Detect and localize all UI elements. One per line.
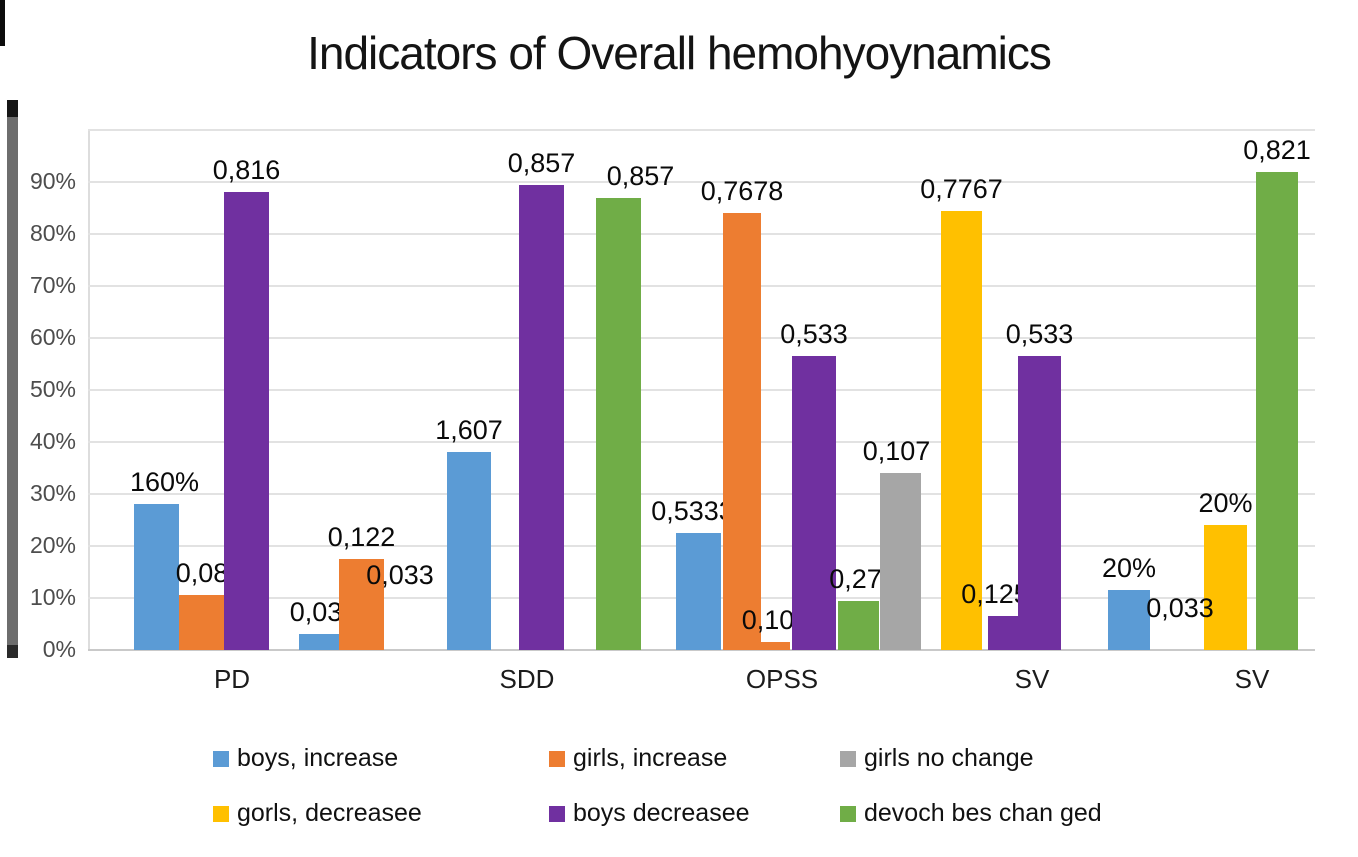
- legend-label-gray: girls no change: [864, 744, 1034, 772]
- bar-value-label-3: 0,0333: [289, 597, 373, 628]
- legend-swatch-blue: [213, 750, 229, 767]
- bar-opss-purple-11: [792, 356, 836, 650]
- bar-sv-gray-13: [880, 473, 921, 650]
- x-category-label-opss-2: OPSS: [745, 664, 819, 694]
- x-category-label-sv-3: SV: [1014, 664, 1050, 694]
- gridline-100: [88, 129, 1315, 131]
- legend-item-green: devoch bes chan ged: [840, 799, 1102, 828]
- legend-label-blue: boys, increase: [237, 744, 399, 772]
- legend-swatch-purple: [549, 805, 565, 822]
- bar-sdd-green-7: [596, 197, 641, 650]
- bar-sv-purple-16: [1018, 356, 1061, 650]
- legend-item-orange: girls, increase: [549, 744, 727, 773]
- x-axis-baseline: [88, 649, 1315, 651]
- gridline-60: [88, 337, 1315, 339]
- bar-value-label-6: 0,857: [507, 147, 576, 178]
- bar-value-label-15: 0,125: [961, 579, 1029, 610]
- floating-value-label-1: 0,033: [1146, 593, 1214, 623]
- gridline-50: [88, 389, 1315, 391]
- legend-swatch-orange: [549, 750, 565, 767]
- bar-sv-purple-15: [988, 616, 1018, 650]
- legend-item-purple: boys decreasee: [549, 799, 750, 828]
- x-category-label-sv-4: SV: [1234, 664, 1270, 694]
- y-tick-label-40: 40%: [29, 428, 76, 454]
- y-tick-label-10: 10%: [29, 584, 76, 610]
- bar-sdd-purple-6: [519, 184, 564, 650]
- y-tick-label-90: 90%: [29, 168, 76, 194]
- scrollbar-thumb: [7, 117, 18, 645]
- bar-value-label-19: 0,821: [1243, 134, 1311, 165]
- legend-item-blue: boys, increase: [213, 744, 398, 773]
- legend-item-gray: girls no change: [840, 744, 1034, 773]
- y-tick-label-50: 50%: [29, 376, 76, 402]
- bar-value-label-18: 20%: [1198, 488, 1253, 519]
- bar-sdd-blue-5: [447, 452, 491, 650]
- plot-area: 160% 0,083 0,816 0,0333 0,122 1,607 0,857 0,857…: [88, 129, 1315, 651]
- bar-opss-blue-8: [676, 533, 721, 650]
- legend-label-orange: girls, increase: [573, 744, 728, 772]
- legend-swatch-gray: [840, 750, 856, 767]
- bar-value-label-13: 0,107: [862, 436, 931, 467]
- legend-label-purple: boys decreasee: [573, 799, 750, 827]
- bar-opss-orange-10: [761, 642, 790, 650]
- gridline-40: [88, 441, 1315, 443]
- bar-value-label-8: 0,5333: [651, 496, 734, 526]
- y-tick-label-80: 80%: [29, 220, 76, 246]
- bar-value-label-17: 20%: [1101, 553, 1157, 584]
- bar-sv-green-19: [1256, 171, 1298, 650]
- bar-sv-blue-17: [1108, 590, 1150, 650]
- bar-value-label-11: 0,533: [780, 319, 848, 350]
- scrollbar-bottom-cap: [7, 645, 18, 658]
- bar-value-label-7: 0,857: [606, 160, 675, 191]
- bar-value-label-0: 160%: [129, 467, 200, 498]
- bar-pd-orange-4: [339, 559, 384, 650]
- legend-label-green: devoch bes chan ged: [864, 799, 1102, 827]
- bar-value-label-4: 0,122: [327, 522, 396, 552]
- legend-item-yellow: gorls, decreasee: [213, 799, 422, 828]
- legend-label-yellow: gorls, decreasee: [237, 799, 422, 827]
- scan-corner-mark: [0, 0, 5, 46]
- bar-sv-yellow-18: [1204, 525, 1247, 650]
- bar-opss-orange-9: [723, 213, 761, 650]
- bar-value-label-16: 0,533: [1005, 319, 1074, 350]
- bar-value-label-14: 0,7767: [920, 173, 1003, 204]
- bar-pd-purple-2: [224, 192, 269, 650]
- y-tick-label-20: 20%: [29, 532, 76, 558]
- floating-value-label-0: 0,033: [366, 560, 434, 590]
- bar-sv-green-12: [838, 600, 879, 650]
- gridline-30: [88, 493, 1315, 495]
- bar-value-label-2: 0,816: [212, 155, 281, 186]
- scrollbar-top-cap: [7, 100, 18, 117]
- bar-value-label-9: 0,7678: [700, 176, 784, 207]
- legend-swatch-green: [840, 805, 856, 822]
- bar-sv-yellow-14: [941, 210, 982, 650]
- bar-value-label-5: 1,607: [435, 415, 503, 446]
- legend-swatch-yellow: [213, 805, 229, 822]
- bar-pd-blue-0: [134, 504, 179, 650]
- gridline-90: [88, 181, 1315, 183]
- y-tick-label-70: 70%: [29, 272, 76, 298]
- bar-pd-orange-1: [179, 595, 224, 650]
- bar-pd-blue-3: [299, 634, 339, 650]
- y-tick-label-60: 60%: [29, 324, 76, 350]
- gridline-80: [88, 233, 1315, 235]
- x-category-label-pd-0: PD: [213, 664, 251, 694]
- x-category-label-sdd-1: SDD: [499, 664, 555, 694]
- y-tick-label-30: 30%: [29, 480, 76, 506]
- gridline-70: [88, 285, 1315, 287]
- chart-title: Indicators of Overall hemohyoynamics: [307, 27, 1052, 79]
- y-tick-label-0: 0%: [42, 636, 76, 662]
